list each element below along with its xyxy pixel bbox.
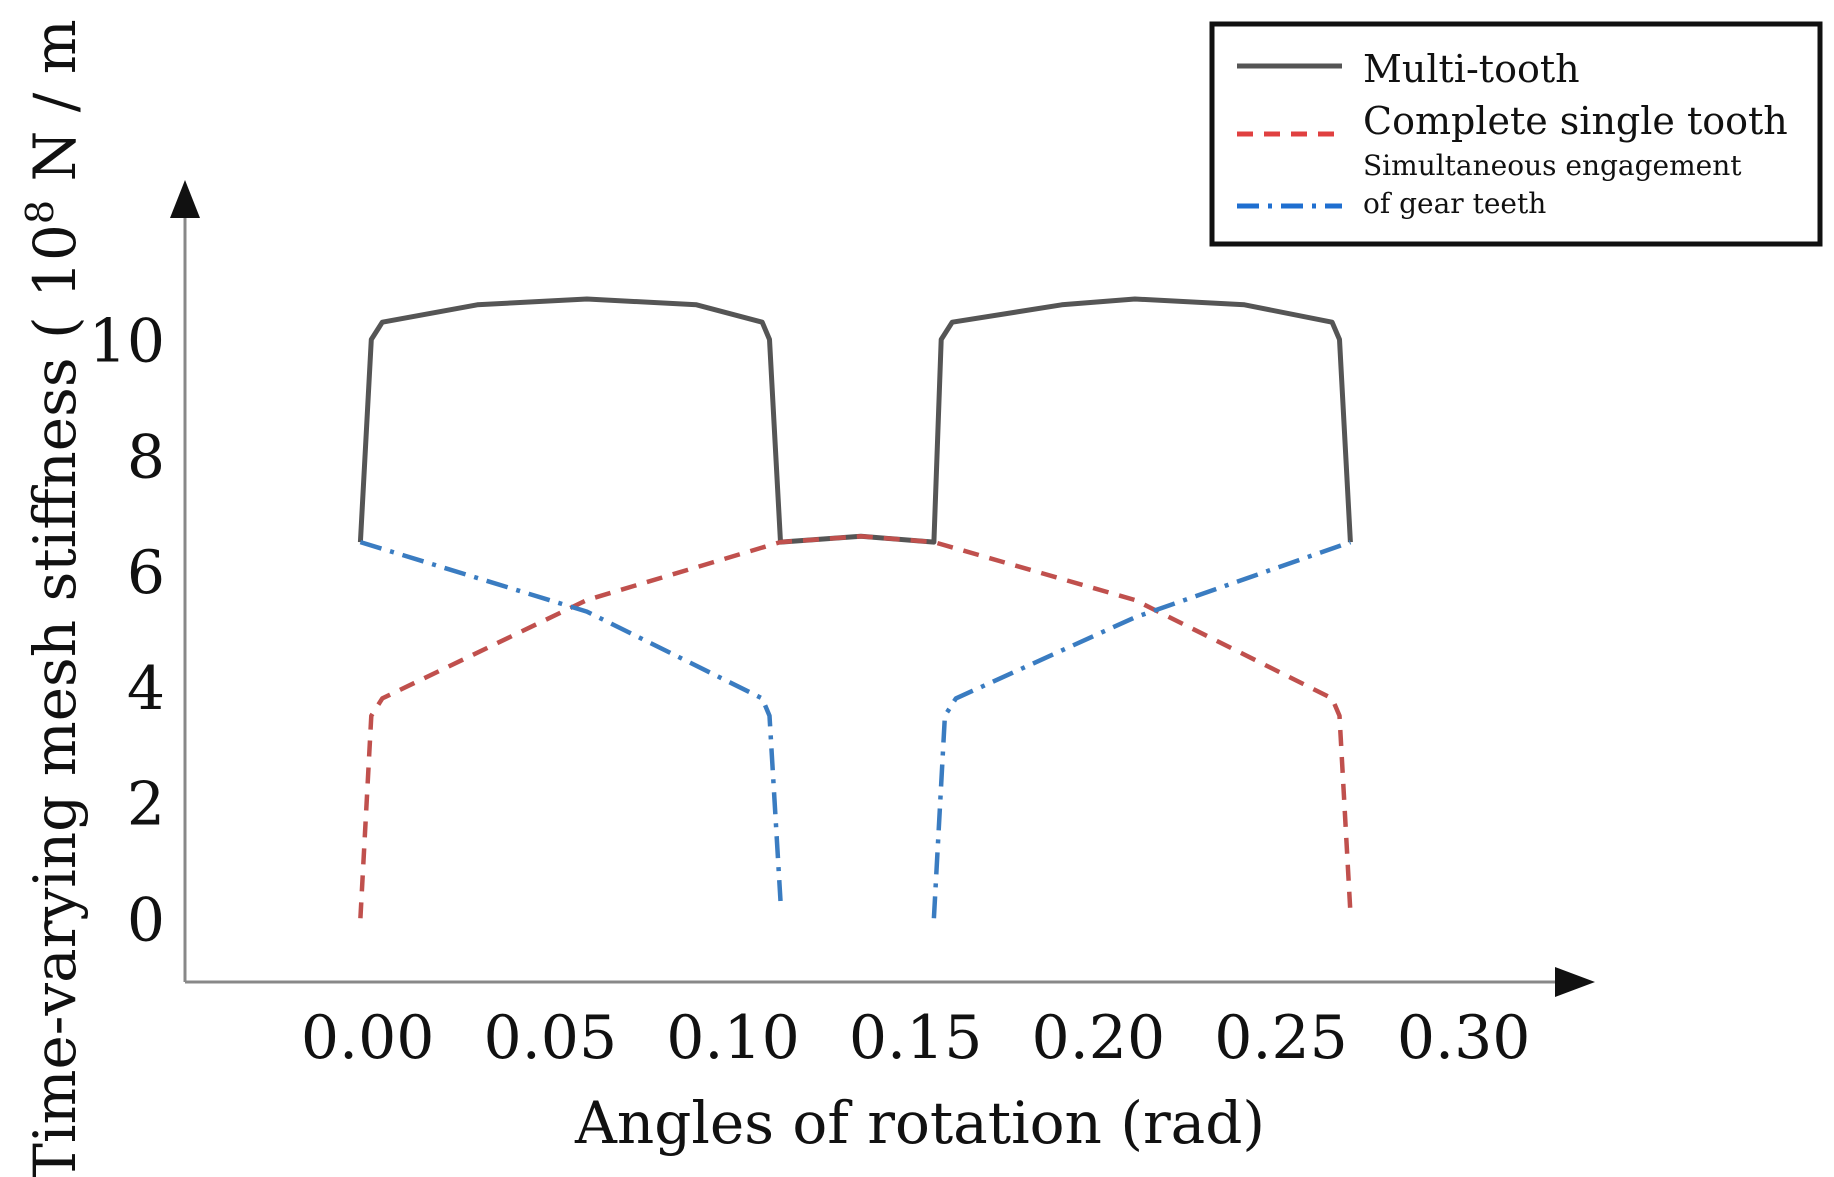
- y-axis-title-unit: N / m ): [21, 0, 89, 200]
- x-tick-label: 0.00: [301, 1003, 435, 1073]
- x-tick-label: 0.10: [666, 1003, 800, 1073]
- legend-label-single-tooth: Complete single tooth: [1363, 99, 1788, 143]
- series-simultaneous-line: [931, 539, 1352, 919]
- y-axis-title-exponent: 8: [18, 200, 62, 224]
- y-tick-label: 0: [127, 885, 165, 955]
- series-simultaneous-line: [359, 539, 783, 902]
- y-axis-arrow: [170, 180, 200, 218]
- y-tick-label: 6: [127, 538, 165, 608]
- legend-label-multi-tooth: Multi-tooth: [1363, 47, 1580, 91]
- x-tick-label: 0.25: [1214, 1003, 1348, 1073]
- y-tick-label: 8: [127, 422, 165, 492]
- x-tick-label: 0.20: [1032, 1003, 1166, 1073]
- series-single-tooth-line: [358, 534, 1353, 919]
- y-tick-label: 4: [127, 654, 165, 724]
- legend: Multi-tooth Complete single tooth Simult…: [1209, 21, 1823, 247]
- x-tick-label: 0.30: [1397, 1003, 1531, 1073]
- x-axis-title: Angles of rotation (rad): [574, 1089, 1265, 1157]
- x-tick-label: 0.05: [484, 1003, 618, 1073]
- y-tick-labels: 0 2 4 6 8 10: [89, 307, 165, 956]
- x-tick-labels: 0.00 0.05 0.10 0.15 0.20 0.25 0.30: [301, 1003, 1531, 1073]
- legend-label-simultaneous-line2: of gear teeth: [1363, 187, 1546, 220]
- series-layer: [357, 296, 1353, 919]
- x-axis-arrow: [1555, 967, 1595, 997]
- legend-label-simultaneous-line1: Simultaneous engagement: [1363, 149, 1742, 182]
- series-multi-tooth-line: [357, 296, 1353, 545]
- x-tick-label: 0.15: [849, 1003, 983, 1073]
- y-tick-label: 10: [89, 307, 165, 377]
- y-tick-label: 2: [127, 770, 165, 840]
- y-axis-title: Time-varying mesh stiffness ( 108 N / m …: [18, 0, 89, 1177]
